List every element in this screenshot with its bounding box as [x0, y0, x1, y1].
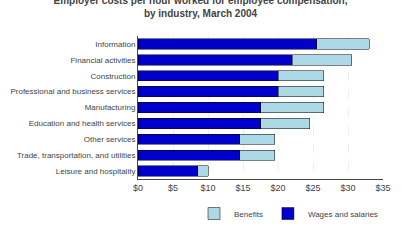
svg-text:$0: $0 — [133, 183, 143, 193]
svg-text:Information: Information — [95, 40, 135, 49]
svg-text:Employer costs per hour worked: Employer costs per hour worked for emplo… — [54, 0, 348, 19]
svg-text:$15: $15 — [235, 183, 250, 193]
svg-text:Other services: Other services — [84, 135, 136, 144]
svg-text:Financial activities: Financial activities — [70, 56, 135, 65]
svg-text:$35: $35 — [375, 183, 390, 193]
svg-text:Leisure and hospitality: Leisure and hospitality — [56, 167, 136, 176]
svg-text:$30: $30 — [340, 183, 355, 193]
svg-text:Wages and salaries: Wages and salaries — [308, 210, 378, 219]
svg-text:$20: $20 — [270, 183, 285, 193]
svg-text:$5: $5 — [168, 183, 178, 193]
svg-text:$25: $25 — [305, 183, 320, 193]
svg-text:Construction: Construction — [90, 72, 135, 81]
svg-text:Professional and business serv: Professional and business services — [10, 87, 135, 96]
svg-text:$10: $10 — [200, 183, 215, 193]
svg-text:Benefits: Benefits — [234, 210, 263, 219]
svg-text:Trade, transportation, and uti: Trade, transportation, and utilities — [17, 151, 135, 160]
svg-text:Education and health services: Education and health services — [29, 119, 136, 128]
svg-text:Manufacturing: Manufacturing — [85, 103, 136, 112]
